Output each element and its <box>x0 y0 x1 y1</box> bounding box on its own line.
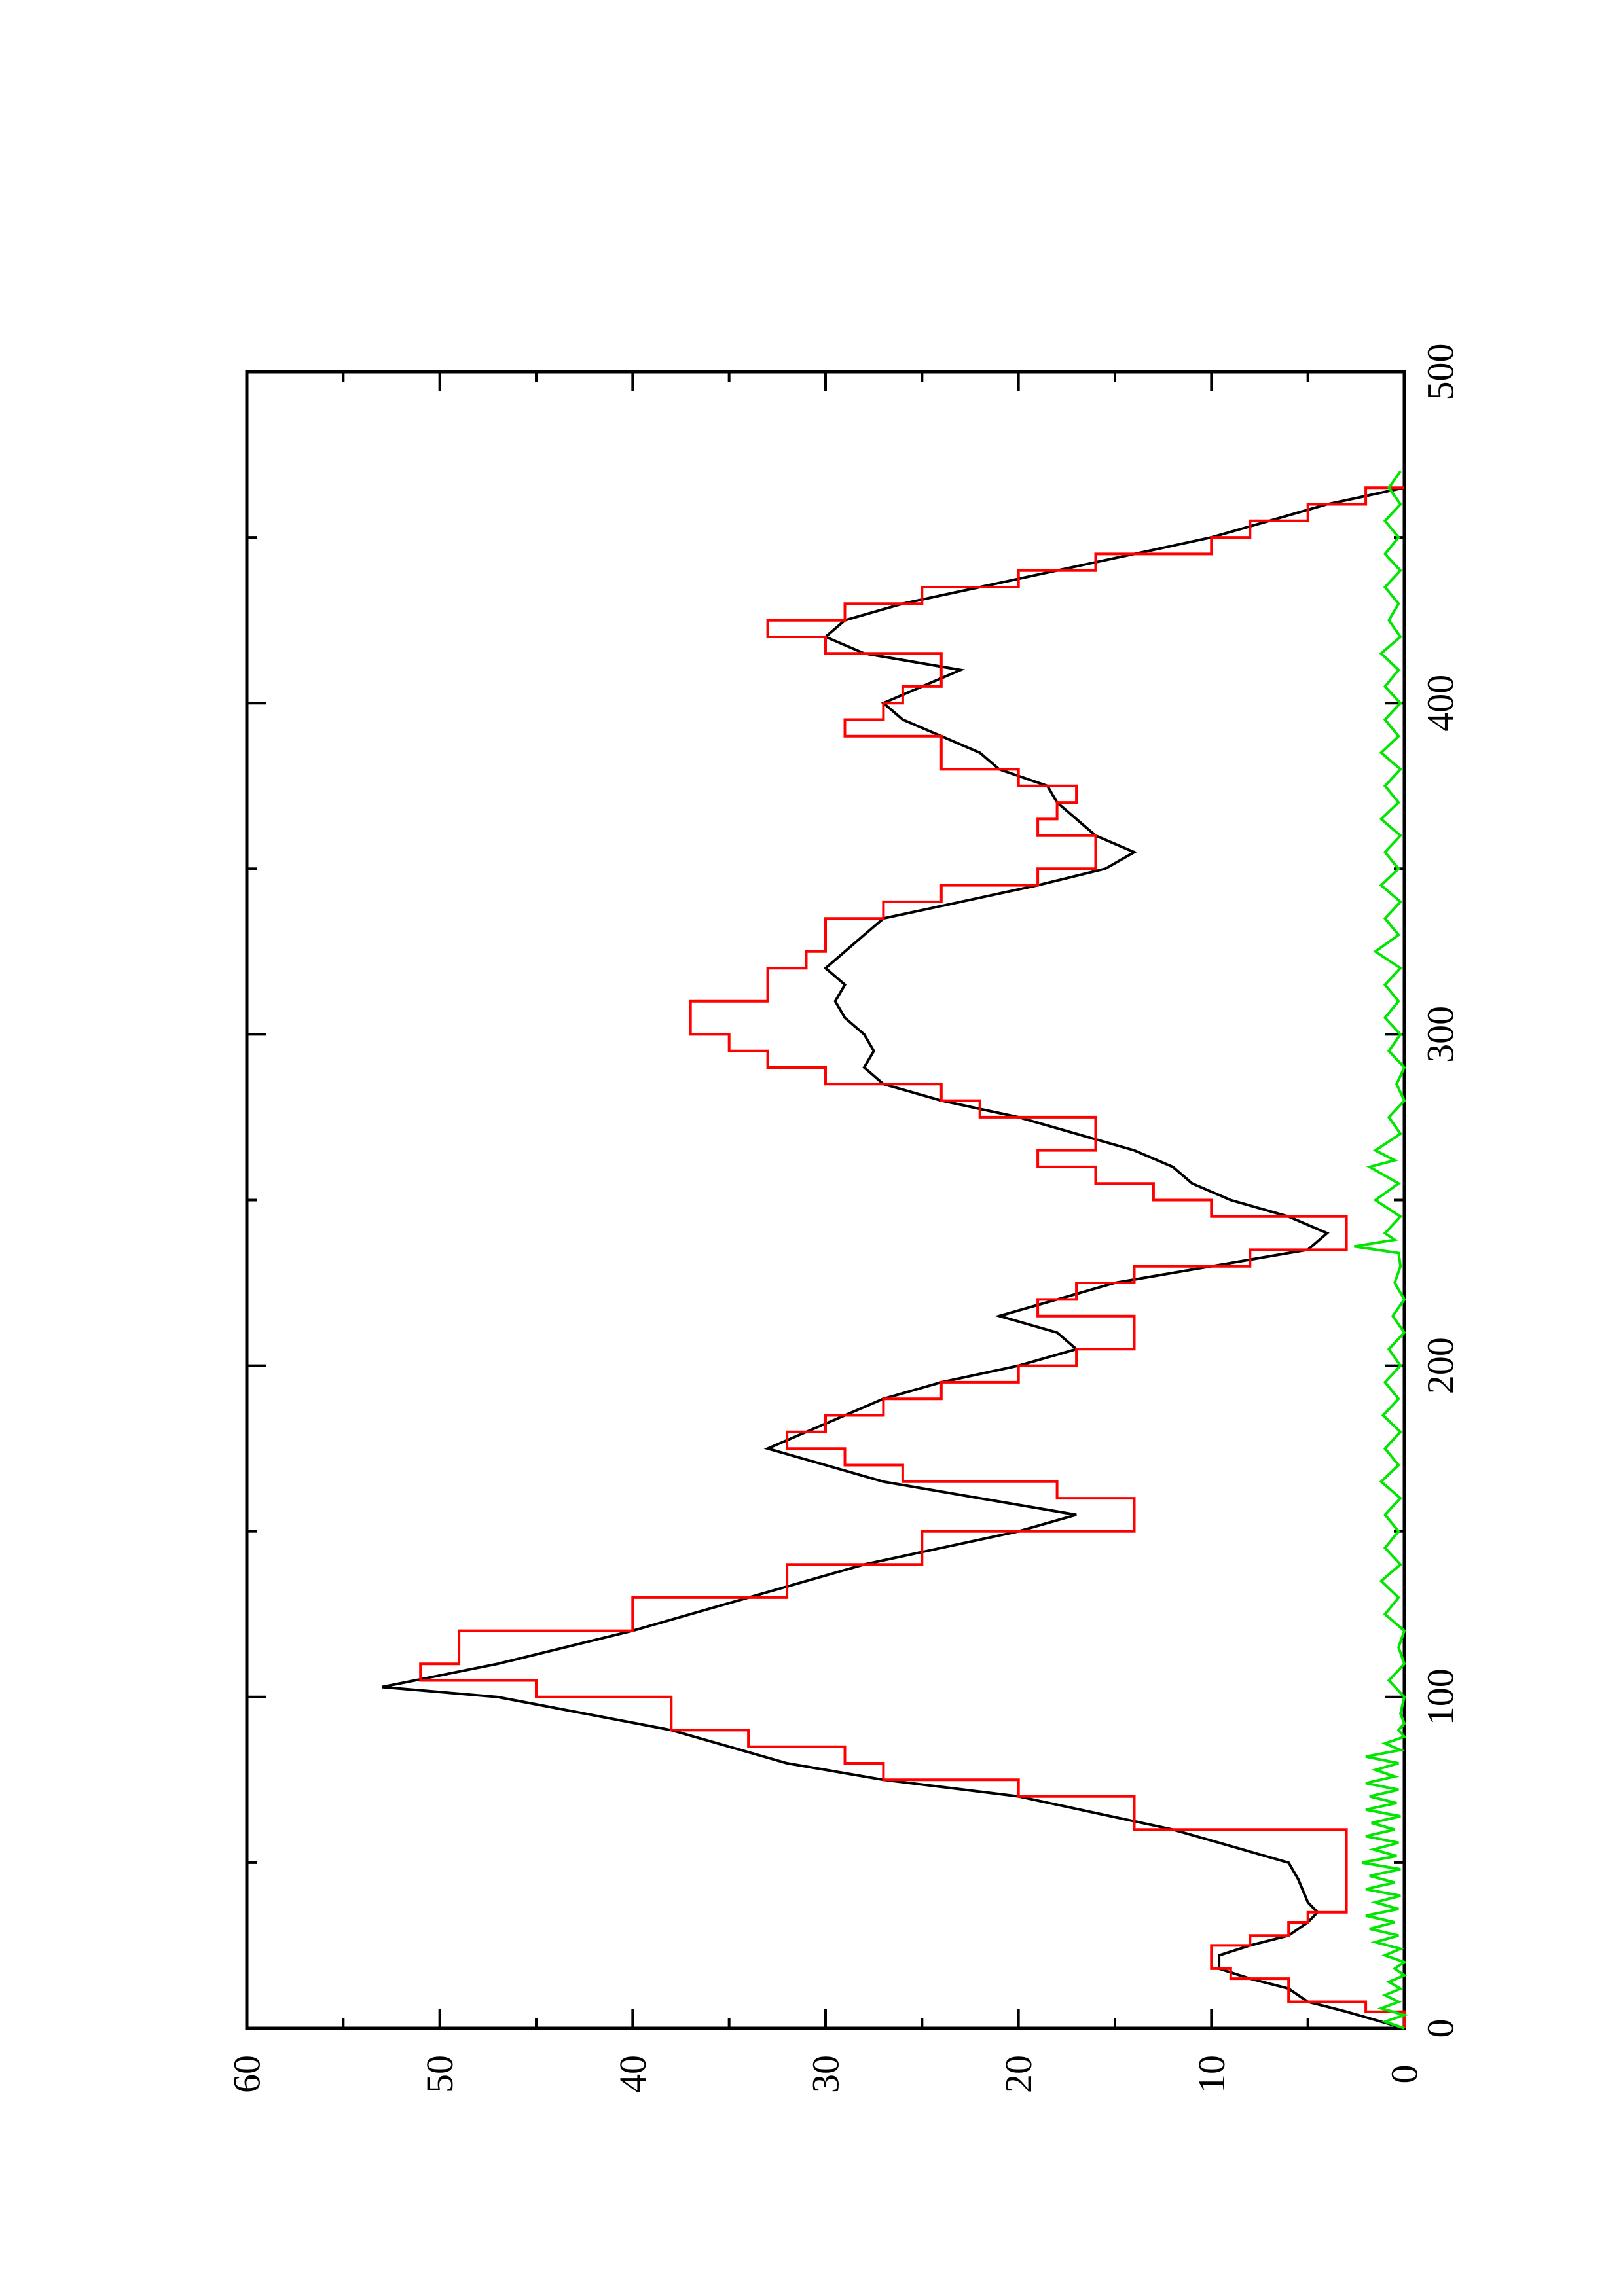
y-tick-label: 0 <box>1383 2065 1426 2084</box>
series-line-3 <box>1354 470 1409 2030</box>
y-tick-label: 10 <box>1190 2055 1233 2093</box>
x-tick-label: 500 <box>1419 344 1462 401</box>
series-line-1 <box>381 486 1405 2030</box>
x-tick-label: 100 <box>1419 1668 1462 1725</box>
series-group <box>381 470 1409 2030</box>
y-tick-label: 60 <box>226 2055 268 2093</box>
series-line-2 <box>419 486 1406 2028</box>
tick-labels: 0 100 200 300 400 500 0 10 20 30 40 50 60 <box>226 344 1462 2094</box>
y-tick-label: 50 <box>418 2055 461 2093</box>
x-tick-label: 200 <box>1419 1337 1462 1394</box>
x-tick-label: 400 <box>1419 675 1462 732</box>
y-tick-label: 30 <box>805 2055 847 2093</box>
x-tick-label: 300 <box>1419 1006 1462 1063</box>
x-tick-label: 0 <box>1419 2019 1462 2038</box>
y-tick-label: 40 <box>611 2055 654 2093</box>
y-tick-label: 20 <box>997 2055 1040 2093</box>
